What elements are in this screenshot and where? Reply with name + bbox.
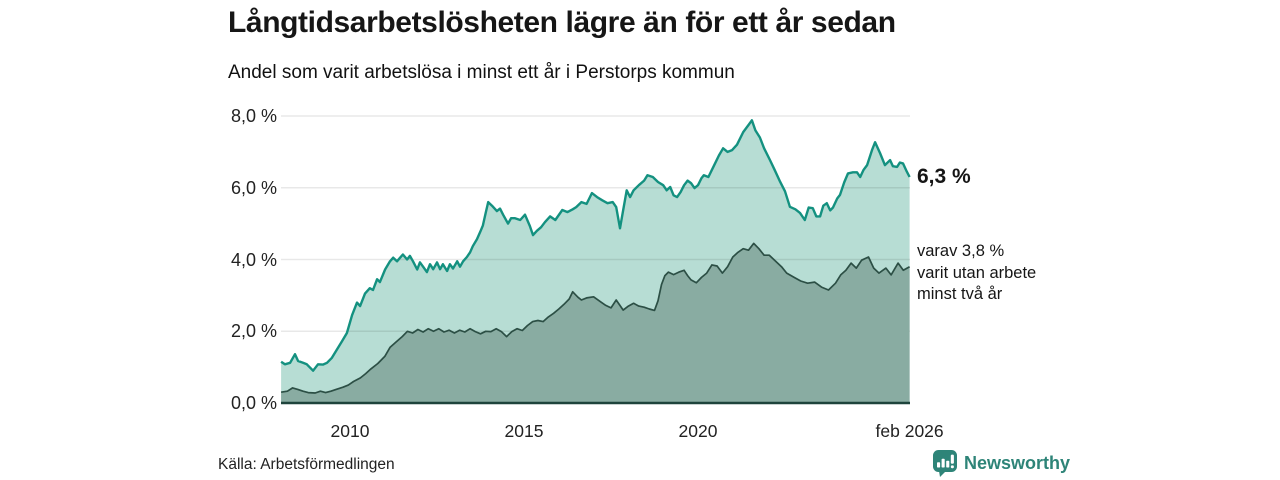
series-2-area (281, 243, 910, 403)
y-axis-tick-label: 0,0 % (230, 393, 277, 413)
x-axis-tick-label: 2020 (678, 421, 718, 441)
secondary-annotation-line-1: varav 3,8 % (917, 242, 1005, 260)
y-axis-tick-label: 2,0 % (230, 321, 277, 342)
chart-title: Långtidsarbetslösheten lägre än för ett … (228, 6, 896, 39)
y-axis-tick-label: 4,0 % (230, 249, 277, 270)
x-axis-tick-label: feb 2026 (875, 421, 944, 441)
latest-value-annotation: 6,3 % (917, 165, 971, 188)
newsworthy-logo-icon (933, 450, 957, 477)
source-attribution: Källa: Arbetsförmedlingen (218, 456, 395, 473)
series-2-line (280, 242, 911, 394)
y-axis-tick-label: 6,0 % (230, 177, 277, 198)
newsworthy-brand-link[interactable]: Newsworthy (933, 450, 1070, 477)
secondary-annotation-line-3: minst två år (917, 285, 1003, 303)
newsworthy-wordmark: Newsworthy (964, 453, 1071, 473)
x-axis-tick-label: 2010 (330, 421, 370, 441)
y-axis-tick-label: 8,0 % (230, 106, 277, 126)
series-1-line (280, 119, 911, 372)
x-axis-tick-label: 2015 (504, 421, 544, 441)
secondary-series-annotation: varav 3,8 % varit utan arbete minst två … (917, 241, 1036, 306)
secondary-annotation-line-2: varit utan arbete (917, 263, 1037, 282)
chart-subtitle: Andel som varit arbetslösa i minst ett å… (228, 62, 735, 83)
